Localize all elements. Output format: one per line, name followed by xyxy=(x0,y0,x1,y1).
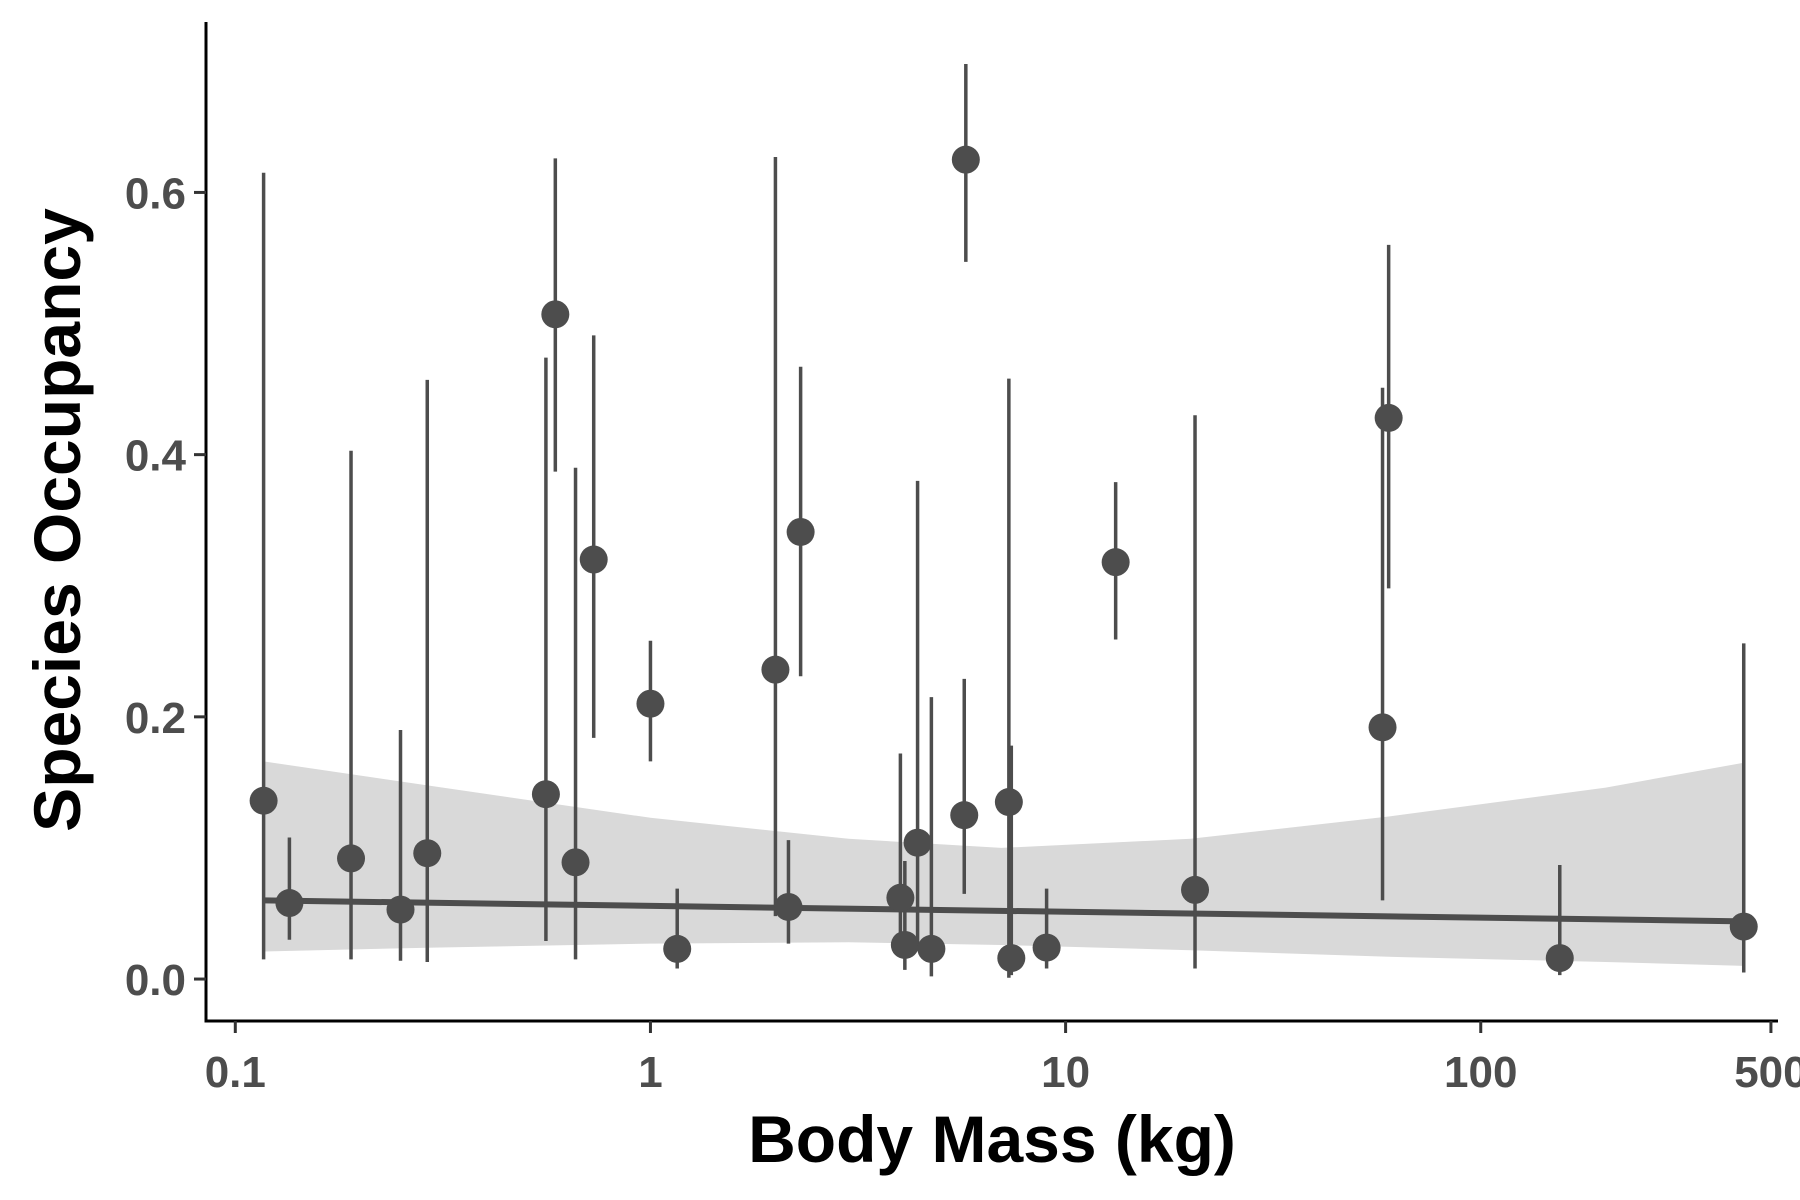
data-point xyxy=(561,848,590,877)
data-point xyxy=(413,839,442,868)
data-point xyxy=(1368,713,1397,742)
data-point xyxy=(1545,944,1574,973)
y-tick-label: 0.0 xyxy=(125,956,186,1005)
data-point xyxy=(1101,548,1130,577)
tick-layer: 0.1 1 10 100 500 0.0 0.2 0.4 0.6 xyxy=(125,169,1800,1097)
x-axis-title: Body Mass (kg) xyxy=(748,1102,1236,1176)
data-point xyxy=(1729,912,1758,941)
x-tick-label: 10 xyxy=(1041,1048,1090,1097)
y-tick-label: 0.6 xyxy=(125,169,186,218)
data-point xyxy=(786,517,815,546)
data-point xyxy=(917,934,946,963)
data-point xyxy=(903,828,932,857)
x-tick-label: 500 xyxy=(1734,1048,1800,1097)
data-point xyxy=(275,889,304,918)
y-axis-title: Species Occupancy xyxy=(20,208,94,832)
data-point xyxy=(950,801,979,830)
data-point xyxy=(337,844,366,873)
data-point xyxy=(541,300,570,329)
fit-line-layer xyxy=(263,897,1744,925)
axes xyxy=(204,22,1778,1023)
data-point xyxy=(636,689,665,718)
data-point xyxy=(761,655,790,684)
data-point xyxy=(886,883,915,912)
x-tick-label: 1 xyxy=(638,1048,662,1097)
data-point xyxy=(531,780,560,809)
data-point xyxy=(249,786,278,815)
data-point xyxy=(994,788,1023,817)
data-point xyxy=(951,145,980,174)
data-point xyxy=(1032,933,1061,962)
point-layer xyxy=(249,145,1758,973)
data-point xyxy=(1181,875,1210,904)
data-point xyxy=(997,944,1026,973)
data-point xyxy=(386,895,415,924)
data-point xyxy=(890,930,919,959)
data-point xyxy=(774,892,803,921)
x-tick-label: 100 xyxy=(1444,1048,1517,1097)
data-point xyxy=(1374,403,1403,432)
y-tick-label: 0.2 xyxy=(125,694,186,743)
x-tick-label: 0.1 xyxy=(205,1048,266,1097)
data-point xyxy=(663,934,692,963)
fit-line xyxy=(263,897,1744,925)
data-point xyxy=(579,545,608,574)
y-tick-label: 0.4 xyxy=(125,432,187,481)
